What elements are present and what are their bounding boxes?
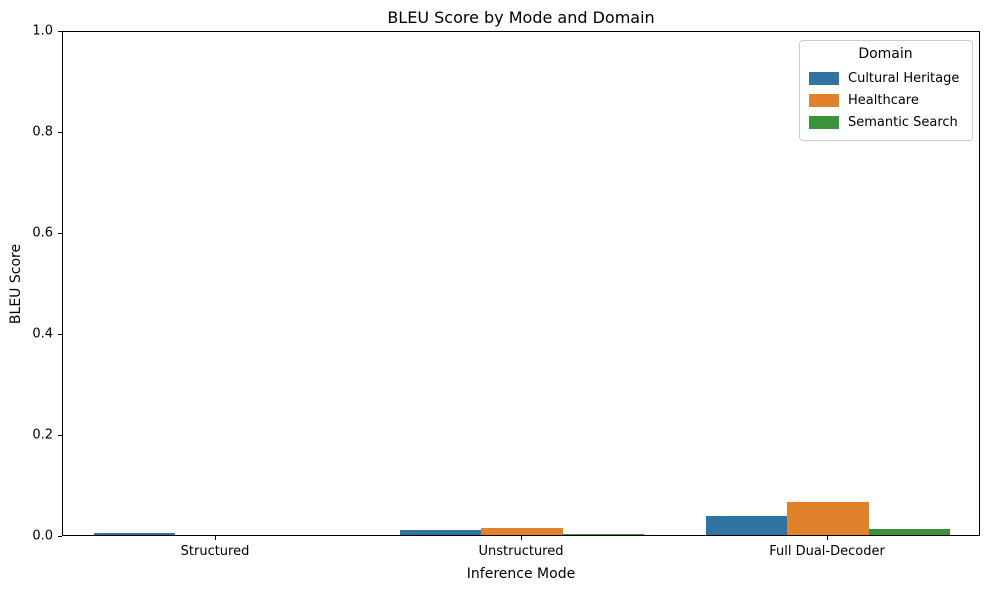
legend-swatch-healthcare	[809, 93, 839, 107]
y-tick-mark	[58, 434, 62, 436]
chart-title: BLEU Score by Mode and Domain	[387, 8, 655, 27]
y-tick-label: 0.0	[32, 528, 53, 544]
bar-unstructured-semantic-search	[562, 533, 645, 535]
y-tick-mark	[58, 131, 62, 133]
legend-items: Cultural Heritage Healthcare Semantic Sear…	[809, 67, 962, 133]
bar-structured-cultural-heritage	[93, 532, 176, 535]
y-tick-mark	[58, 30, 62, 32]
y-tick-mark	[58, 333, 62, 335]
legend-item-semantic-search: Semantic Search	[809, 111, 962, 133]
y-tick-label: 0.6	[32, 225, 53, 241]
x-axis-label: Inference Mode	[466, 566, 576, 582]
y-tick-label: 0.4	[32, 326, 53, 342]
y-tick-label: 0.2	[32, 427, 53, 443]
x-tick-mark	[520, 536, 522, 540]
bar-full-dual-decoder-cultural-heritage	[705, 516, 788, 535]
bar-unstructured-healthcare	[481, 528, 563, 535]
legend: Domain Cultural Heritage Healthcare Semant…	[799, 40, 973, 141]
x-tick-label-unstructured: Unstructured	[478, 544, 564, 559]
x-tick-mark	[826, 536, 828, 540]
x-tick-mark	[214, 536, 216, 540]
legend-title: Domain	[858, 46, 913, 62]
x-tick-label-structured: Structured	[180, 544, 250, 559]
bar-unstructured-cultural-heritage	[399, 530, 482, 535]
y-axis-label: BLEU Score	[8, 243, 24, 324]
x-tick-label-full-dual-decoder: Full Dual-Decoder	[769, 544, 885, 559]
legend-label: Cultural Heritage	[848, 70, 960, 86]
legend-swatch-cultural-heritage	[809, 71, 839, 85]
y-tick-label: 1.0	[32, 23, 53, 39]
y-tick-mark	[58, 535, 62, 537]
legend-item-cultural-heritage: Cultural Heritage	[809, 67, 962, 89]
legend-label: Semantic Search	[848, 114, 958, 130]
y-tick-label: 0.8	[32, 124, 53, 140]
bar-full-dual-decoder-semantic-search	[868, 528, 951, 535]
legend-swatch-semantic-search	[809, 115, 839, 129]
y-tick-mark	[58, 232, 62, 234]
legend-label: Healthcare	[848, 92, 919, 108]
legend-item-healthcare: Healthcare	[809, 89, 962, 111]
bar-full-dual-decoder-healthcare	[787, 502, 869, 535]
